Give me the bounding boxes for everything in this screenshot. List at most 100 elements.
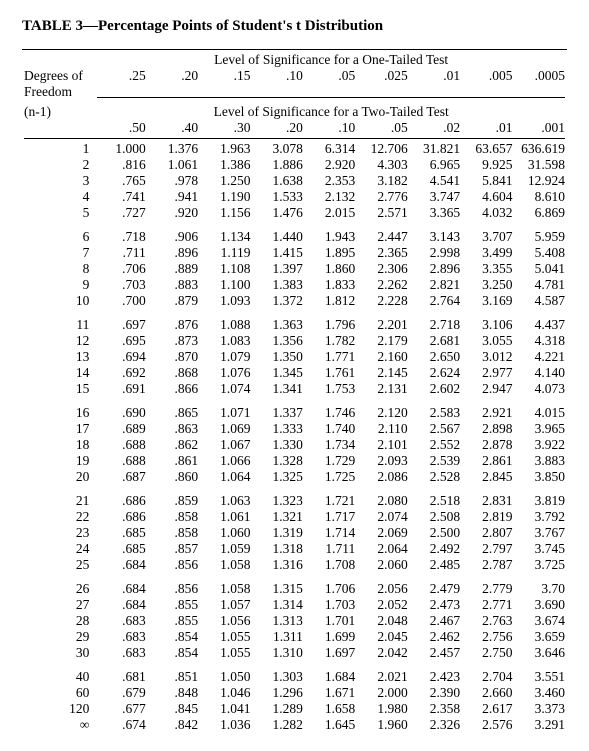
value-cell: 2.015: [305, 205, 357, 221]
value-cell: 6.869: [514, 205, 567, 221]
value-cell: .697: [95, 317, 147, 333]
alpha-one-5: .025: [357, 68, 409, 84]
table-row: 9.703.8831.1001.3831.8332.2622.8213.2504…: [22, 277, 567, 293]
value-cell: 3.659: [514, 629, 567, 645]
value-cell: 1.083: [200, 333, 252, 349]
df-cell: 23: [22, 525, 95, 541]
df-cell: 28: [22, 613, 95, 629]
value-cell: 1.069: [200, 421, 252, 437]
value-cell: 6.314: [305, 141, 357, 157]
value-cell: 2.086: [357, 469, 409, 485]
value-cell: .876: [148, 317, 200, 333]
value-cell: .685: [95, 525, 147, 541]
value-cell: 1.058: [200, 557, 252, 573]
df-cell: 11: [22, 317, 95, 333]
value-cell: .700: [95, 293, 147, 309]
value-cell: 1.282: [253, 717, 305, 733]
value-cell: 2.845: [462, 469, 514, 485]
df-cell: 9: [22, 277, 95, 293]
value-cell: 5.041: [514, 261, 567, 277]
df-cell: 7: [22, 245, 95, 261]
value-cell: 1.350: [253, 349, 305, 365]
value-cell: 1.860: [305, 261, 357, 277]
value-cell: 2.518: [410, 493, 462, 509]
value-cell: .978: [148, 173, 200, 189]
value-cell: 2.064: [357, 541, 409, 557]
value-cell: 1.108: [200, 261, 252, 277]
value-cell: 2.467: [410, 613, 462, 629]
value-cell: .858: [148, 525, 200, 541]
value-cell: 2.069: [357, 525, 409, 541]
value-cell: .684: [95, 581, 147, 597]
value-cell: 1.383: [253, 277, 305, 293]
table-row: 17.689.8631.0691.3331.7402.1102.5672.898…: [22, 421, 567, 437]
value-cell: 1.753: [305, 381, 357, 397]
value-cell: .860: [148, 469, 200, 485]
table-row: 30.683.8541.0551.3101.6972.0422.4572.750…: [22, 645, 567, 661]
value-cell: 4.587: [514, 293, 567, 309]
value-cell: 1.761: [305, 365, 357, 381]
df-cell: 10: [22, 293, 95, 309]
value-cell: 5.841: [462, 173, 514, 189]
value-cell: 1.316: [253, 557, 305, 573]
value-cell: 1.782: [305, 333, 357, 349]
value-cell: 2.704: [462, 669, 514, 685]
value-cell: 1.638: [253, 173, 305, 189]
value-cell: 2.921: [462, 405, 514, 421]
alpha-one-8: .0005: [514, 68, 567, 84]
value-cell: 1.703: [305, 597, 357, 613]
table-row: 7.711.8961.1191.4151.8952.3652.9983.4995…: [22, 245, 567, 261]
df-cell: 16: [22, 405, 95, 421]
value-cell: 1.397: [253, 261, 305, 277]
value-cell: 1.895: [305, 245, 357, 261]
alpha-two-3: .20: [253, 120, 305, 136]
value-cell: 2.060: [357, 557, 409, 573]
value-cell: 4.032: [462, 205, 514, 221]
value-cell: 9.925: [462, 157, 514, 173]
value-cell: 1.645: [305, 717, 357, 733]
value-cell: 1.386: [200, 157, 252, 173]
value-cell: .854: [148, 629, 200, 645]
df-cell: 26: [22, 581, 95, 597]
value-cell: 1.533: [253, 189, 305, 205]
value-cell: 3.745: [514, 541, 567, 557]
value-cell: 2.539: [410, 453, 462, 469]
value-cell: 1.323: [253, 493, 305, 509]
value-cell: .941: [148, 189, 200, 205]
value-cell: 1.706: [305, 581, 357, 597]
value-cell: 3.965: [514, 421, 567, 437]
value-cell: 1.076: [200, 365, 252, 381]
value-cell: 1.333: [253, 421, 305, 437]
value-cell: 2.878: [462, 437, 514, 453]
value-cell: 3.106: [462, 317, 514, 333]
value-cell: 1.303: [253, 669, 305, 685]
degrees-label-1: Degrees of: [22, 68, 95, 84]
value-cell: .889: [148, 261, 200, 277]
value-cell: .906: [148, 229, 200, 245]
table-row: 6.718.9061.1341.4401.9432.4473.1433.7075…: [22, 229, 567, 245]
table-row: 26.684.8561.0581.3151.7062.0562.4792.779…: [22, 581, 567, 597]
value-cell: 2.048: [357, 613, 409, 629]
value-cell: 2.896: [410, 261, 462, 277]
value-cell: 2.485: [410, 557, 462, 573]
value-cell: 6.965: [410, 157, 462, 173]
value-cell: 4.318: [514, 333, 567, 349]
df-cell: 22: [22, 509, 95, 525]
table-row: 23.685.8581.0601.3191.7142.0692.5002.807…: [22, 525, 567, 541]
df-cell: 14: [22, 365, 95, 381]
value-cell: 4.303: [357, 157, 409, 173]
df-cell: 19: [22, 453, 95, 469]
value-cell: 5.959: [514, 229, 567, 245]
value-cell: 1.296: [253, 685, 305, 701]
df-cell: 60: [22, 685, 95, 701]
value-cell: 2.492: [410, 541, 462, 557]
value-cell: 2.473: [410, 597, 462, 613]
value-cell: 1.311: [253, 629, 305, 645]
df-cell: 21: [22, 493, 95, 509]
group-gap: [22, 573, 567, 581]
value-cell: .706: [95, 261, 147, 277]
value-cell: 2.131: [357, 381, 409, 397]
value-cell: 2.807: [462, 525, 514, 541]
value-cell: 2.998: [410, 245, 462, 261]
alpha-one-0: .25: [95, 68, 147, 84]
